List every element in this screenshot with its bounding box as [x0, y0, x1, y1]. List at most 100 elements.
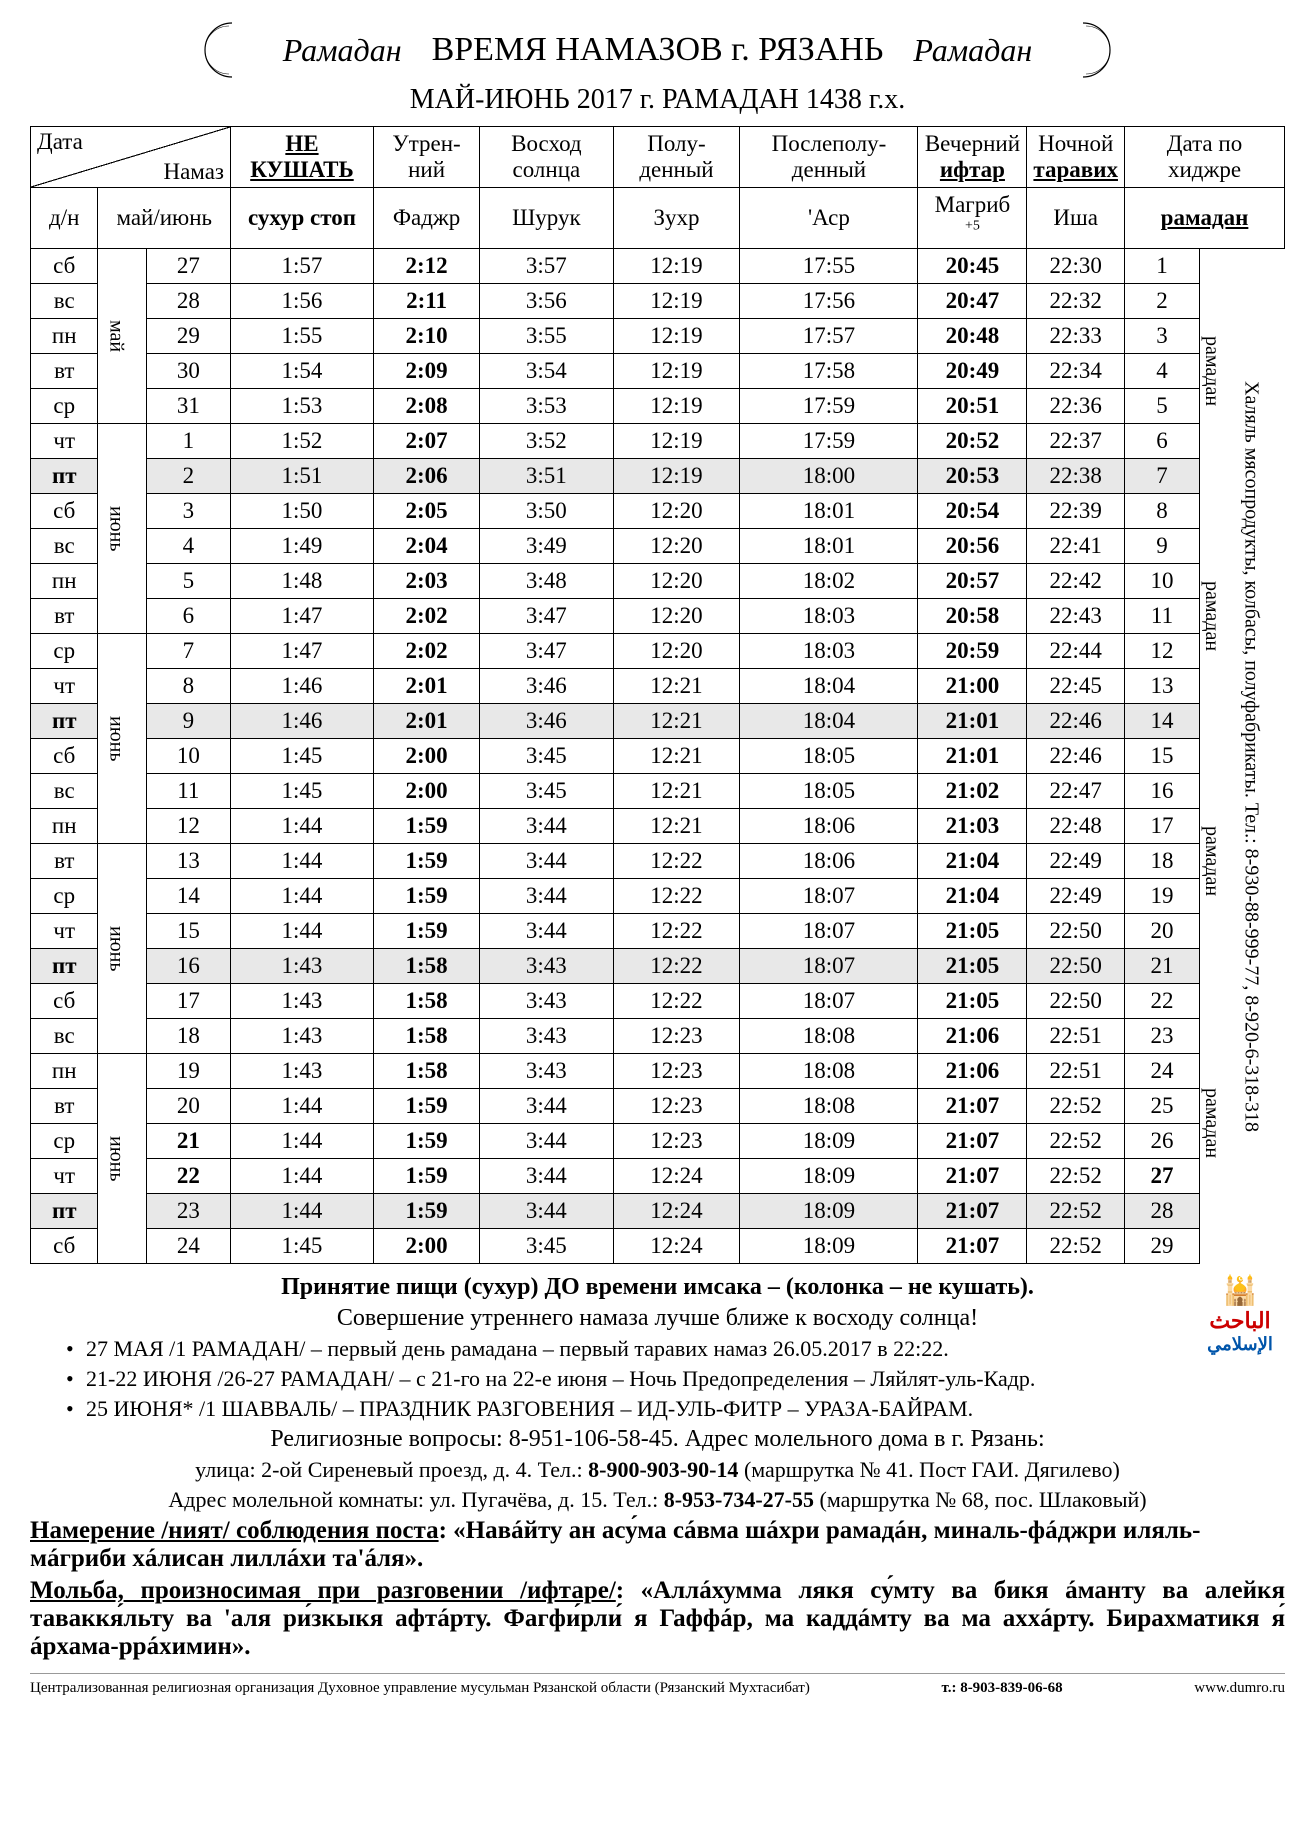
note-suhur: Принятие пищи (сухур) ДО времени имсака … — [30, 1274, 1285, 1301]
cell-asr: 18:01 — [740, 529, 918, 564]
col-nokush-top: НЕ КУШАТЬ — [231, 127, 374, 188]
table-row: вс41:492:043:4912:2018:0120:5622:419 — [31, 529, 1285, 564]
cell-fajr: 1:58 — [373, 1054, 479, 1089]
cell-shuruk: 3:54 — [480, 354, 613, 389]
cell-hijri: 26 — [1125, 1124, 1200, 1159]
cell-isha: 22:38 — [1027, 459, 1125, 494]
cell-hijri: 10 — [1125, 564, 1200, 599]
page-title: ВРЕМЯ НАМАЗОВ г. РЯЗАНЬ — [432, 31, 884, 69]
cell-maghrib: 21:03 — [918, 809, 1027, 844]
cell-date: 7 — [146, 634, 230, 669]
table-row: ср141:441:593:4412:2218:0721:0422:4919 — [31, 879, 1285, 914]
cell-hijri: 9 — [1125, 529, 1200, 564]
cell-month: июнь — [98, 424, 146, 634]
cell-shuruk: 3:48 — [480, 564, 613, 599]
cell-date: 31 — [146, 389, 230, 424]
cell-suhur: 1:47 — [231, 599, 374, 634]
cell-asr: 18:07 — [740, 949, 918, 984]
cell-isha: 22:37 — [1027, 424, 1125, 459]
molba-paragraph: Мольба, произносимая при разговении /ифт… — [30, 1577, 1285, 1661]
col-shuruk-top: Восход солнца — [480, 127, 613, 188]
cell-shuruk: 3:47 — [480, 599, 613, 634]
cell-maghrib: 21:01 — [918, 704, 1027, 739]
cell-isha: 22:32 — [1027, 284, 1125, 319]
cell-maghrib: 21:07 — [918, 1229, 1027, 1264]
cell-suhur: 1:51 — [231, 459, 374, 494]
cell-dayname: пн — [31, 319, 98, 354]
cell-hijri: 15 — [1125, 739, 1200, 774]
cell-hijri: 21 — [1125, 949, 1200, 984]
cell-asr: 18:09 — [740, 1194, 918, 1229]
cell-dayname: сб — [31, 494, 98, 529]
footer-org: Централизованная религиозная организация… — [30, 1680, 810, 1697]
cell-fajr: 2:04 — [373, 529, 479, 564]
cell-dayname: чт — [31, 914, 98, 949]
side-ramadan-label: рамадан — [1200, 249, 1240, 494]
footer-phone: т.: 8-903-839-06-68 — [941, 1680, 1062, 1697]
cell-hijri: 14 — [1125, 704, 1200, 739]
table-row: сб31:502:053:5012:2018:0120:5422:398рама… — [31, 494, 1285, 529]
cell-isha: 22:50 — [1027, 949, 1125, 984]
cell-shuruk: 3:43 — [480, 984, 613, 1019]
cell-asr: 18:08 — [740, 1019, 918, 1054]
cell-month: июнь — [98, 844, 146, 1054]
cell-date: 23 — [146, 1194, 230, 1229]
cell-fajr: 2:12 — [373, 249, 479, 284]
footer: Централизованная религиозная организация… — [30, 1673, 1285, 1697]
table-row: чт81:462:013:4612:2118:0421:0022:4513 — [31, 669, 1285, 704]
cell-dayname: вс — [31, 1019, 98, 1054]
cell-shuruk: 3:44 — [480, 1124, 613, 1159]
cell-maghrib: 20:53 — [918, 459, 1027, 494]
cell-suhur: 1:43 — [231, 984, 374, 1019]
note-bullet-2: 21-22 ИЮНЯ /26-27 РАМАДАН/ – с 21-го на … — [30, 1366, 1285, 1392]
cell-shuruk: 3:45 — [480, 739, 613, 774]
cell-zuhr: 12:20 — [613, 634, 740, 669]
cell-suhur: 1:43 — [231, 1054, 374, 1089]
table-row: сриюнь71:472:023:4712:2018:0320:5922:441… — [31, 634, 1285, 669]
cell-asr: 18:07 — [740, 879, 918, 914]
cell-fajr: 2:02 — [373, 634, 479, 669]
cell-date: 28 — [146, 284, 230, 319]
cell-fajr: 2:00 — [373, 1229, 479, 1264]
cell-date: 12 — [146, 809, 230, 844]
cell-hijri: 7 — [1125, 459, 1200, 494]
table-row: ср211:441:593:4412:2318:0921:0722:5226 — [31, 1124, 1285, 1159]
cell-zuhr: 12:23 — [613, 1124, 740, 1159]
cell-fajr: 2:09 — [373, 354, 479, 389]
cell-fajr: 2:02 — [373, 599, 479, 634]
cell-hijri: 29 — [1125, 1229, 1200, 1264]
cell-zuhr: 12:19 — [613, 459, 740, 494]
cell-suhur: 1:55 — [231, 319, 374, 354]
table-row: пн121:441:593:4412:2118:0621:0322:4817 — [31, 809, 1285, 844]
cell-suhur: 1:43 — [231, 949, 374, 984]
cell-fajr: 2:01 — [373, 669, 479, 704]
cell-date: 16 — [146, 949, 230, 984]
cell-suhur: 1:47 — [231, 634, 374, 669]
note-rel2: улица: 2-ой Сиреневый проезд, д. 4. Тел.… — [30, 1457, 1285, 1483]
col-isha-top: Ночнойтаравих — [1027, 127, 1125, 188]
cell-isha: 22:50 — [1027, 984, 1125, 1019]
cell-suhur: 1:44 — [231, 1089, 374, 1124]
cell-date: 24 — [146, 1229, 230, 1264]
col-fajr-top: Утрен-ний — [373, 127, 479, 188]
cell-maghrib: 20:52 — [918, 424, 1027, 459]
cell-dayname: вт — [31, 844, 98, 879]
cell-maghrib: 20:57 — [918, 564, 1027, 599]
cell-maghrib: 20:45 — [918, 249, 1027, 284]
cell-zuhr: 12:21 — [613, 704, 740, 739]
cell-hijri: 19 — [1125, 879, 1200, 914]
cell-hijri: 23 — [1125, 1019, 1200, 1054]
cell-maghrib: 20:51 — [918, 389, 1027, 424]
cell-suhur: 1:56 — [231, 284, 374, 319]
cell-isha: 22:47 — [1027, 774, 1125, 809]
cell-maghrib: 21:05 — [918, 984, 1027, 1019]
note-rel3: Адрес молельной комнаты: ул. Пугачёва, д… — [30, 1487, 1285, 1513]
cell-suhur: 1:45 — [231, 1229, 374, 1264]
cell-suhur: 1:46 — [231, 704, 374, 739]
cell-shuruk: 3:43 — [480, 949, 613, 984]
cell-fajr: 1:59 — [373, 1159, 479, 1194]
cell-fajr: 1:59 — [373, 1194, 479, 1229]
cell-dayname: сб — [31, 1229, 98, 1264]
cell-date: 13 — [146, 844, 230, 879]
cell-shuruk: 3:44 — [480, 1159, 613, 1194]
